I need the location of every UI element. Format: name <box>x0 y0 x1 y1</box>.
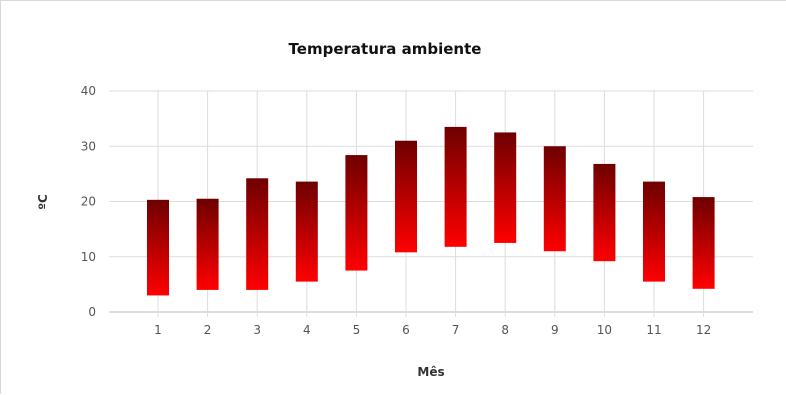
range-bar <box>692 197 715 289</box>
bar-layer <box>147 126 715 296</box>
y-tick-label: 10 <box>81 250 96 264</box>
x-tick-label: 5 <box>353 323 361 337</box>
y-tick-label: 0 <box>88 305 96 319</box>
range-bar <box>494 132 517 243</box>
chart-title: Temperatura ambiente <box>289 40 482 58</box>
range-bar <box>395 140 417 253</box>
x-tick-label: 10 <box>597 323 612 337</box>
range-bar <box>643 181 665 282</box>
x-tick-label: 6 <box>402 323 410 337</box>
x-axis-title: Mês <box>417 365 444 379</box>
x-tick-label: 1 <box>154 323 162 337</box>
x-tick-label: 12 <box>696 323 711 337</box>
y-tick-label: 20 <box>81 195 96 209</box>
x-tick-label: 2 <box>204 323 212 337</box>
range-bar <box>543 146 566 252</box>
range-bar <box>593 163 616 262</box>
x-tick-label: 3 <box>253 323 261 337</box>
range-bar <box>196 198 219 290</box>
x-tick-label: 8 <box>501 323 509 337</box>
range-bar <box>295 181 318 282</box>
x-tick-label: 4 <box>303 323 311 337</box>
range-bar <box>246 178 269 290</box>
range-bar <box>147 199 169 296</box>
y-tick-label: 30 <box>81 139 96 153</box>
x-tick-label: 11 <box>646 323 661 337</box>
x-tick-label: 7 <box>452 323 460 337</box>
range-bar <box>345 155 368 271</box>
y-tick-label: 40 <box>81 84 96 98</box>
x-tick-label: 9 <box>551 323 559 337</box>
range-bar <box>444 126 467 247</box>
y-axis-title: ºC <box>36 194 50 210</box>
